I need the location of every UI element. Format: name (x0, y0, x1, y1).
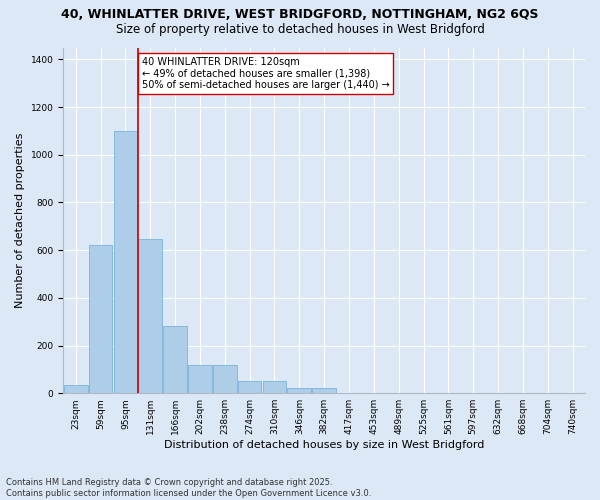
Text: 40, WHINLATTER DRIVE, WEST BRIDGFORD, NOTTINGHAM, NG2 6QS: 40, WHINLATTER DRIVE, WEST BRIDGFORD, NO… (61, 8, 539, 20)
Bar (113, 131, 137, 393)
Text: Contains HM Land Registry data © Crown copyright and database right 2025.
Contai: Contains HM Land Registry data © Crown c… (6, 478, 371, 498)
Text: Size of property relative to detached houses in West Bridgford: Size of property relative to detached ho… (116, 22, 484, 36)
Bar (313, 388, 336, 393)
Bar (263, 382, 286, 393)
X-axis label: Distribution of detached houses by size in West Bridgford: Distribution of detached houses by size … (164, 440, 484, 450)
Text: 40 WHINLATTER DRIVE: 120sqm
← 49% of detached houses are smaller (1,398)
50% of : 40 WHINLATTER DRIVE: 120sqm ← 49% of det… (142, 57, 389, 90)
Bar (89, 246, 112, 393)
Bar (139, 240, 162, 393)
Bar (188, 364, 212, 393)
Bar (238, 382, 262, 393)
Y-axis label: Number of detached properties: Number of detached properties (15, 132, 25, 308)
Bar (163, 326, 187, 393)
Bar (213, 364, 236, 393)
Bar (287, 388, 311, 393)
Bar (64, 385, 88, 393)
